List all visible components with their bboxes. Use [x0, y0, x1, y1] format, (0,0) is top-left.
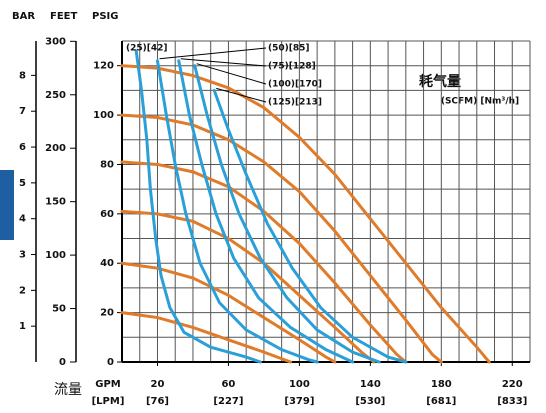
feet-tick-label: 250 [45, 90, 66, 101]
curve [120, 311, 293, 364]
bar-tick-label: 1 [19, 321, 26, 332]
psig-axis-title: PSIG [92, 11, 118, 22]
leader-line [196, 63, 267, 85]
x-tick-label: 180 [431, 379, 452, 390]
curve [120, 113, 443, 364]
x2-tick-label: [833] [497, 396, 527, 407]
curve [193, 64, 381, 364]
curve-label: (100)[170] [268, 80, 322, 90]
feet-tick-label: 300 [45, 36, 66, 47]
leader-line [159, 47, 267, 60]
leader-line [216, 87, 267, 103]
y-tick-label: 80 [100, 159, 114, 170]
x-axis-title: GPM [95, 379, 121, 390]
bar-tick-label: 4 [19, 214, 26, 225]
x2-tick-label: [227] [213, 396, 243, 407]
x2-tick-label: [681] [426, 396, 456, 407]
y-tick-label: 20 [100, 308, 114, 319]
legend-subtitle: (SCFM) [Nm³/h] [441, 97, 519, 107]
curve-label: (50)[85] [268, 44, 310, 54]
y-tick-label: 120 [93, 61, 114, 72]
leader-line [180, 58, 267, 67]
feet-tick-label: 200 [45, 143, 66, 154]
x-tick-label: 140 [360, 379, 381, 390]
bar-axis-title: BAR [12, 11, 35, 22]
curve-label: (125)[213] [268, 98, 322, 108]
y-tick-label: 0 [107, 357, 114, 368]
x2-axis-title: [LPM] [92, 396, 125, 407]
curve [155, 59, 319, 364]
curve [177, 59, 355, 364]
x-tick-label: 220 [502, 379, 523, 390]
curve [120, 64, 491, 364]
y-tick-label: 40 [100, 258, 114, 269]
x2-tick-label: [379] [284, 396, 314, 407]
x2-tick-label: [530] [355, 396, 385, 407]
feet-tick-label: 150 [45, 197, 66, 208]
feet-axis-title: FEET [50, 11, 77, 22]
decor-edge [0, 170, 14, 240]
curve-label: (75)[128] [268, 62, 316, 72]
feet-tick-label: 50 [52, 304, 66, 315]
bar-tick-label: 3 [19, 250, 26, 261]
x-side-label: 流量 [54, 382, 82, 398]
curve-label: (25)[42] [126, 44, 168, 54]
curve [120, 261, 337, 364]
legend-title: 耗气量 [419, 73, 461, 90]
feet-tick-label: 0 [59, 357, 66, 368]
bar-tick-label: 6 [19, 142, 26, 153]
curve [134, 49, 262, 364]
y-tick-label: 100 [93, 110, 114, 121]
y-tick-label: 60 [100, 209, 114, 220]
bar-tick-label: 5 [19, 178, 26, 189]
bar-tick-label: 2 [19, 285, 26, 296]
curve [212, 88, 408, 364]
x-tick-label: 100 [289, 379, 310, 390]
x-tick-label: 20 [151, 379, 165, 390]
bar-tick-label: 7 [19, 106, 26, 117]
x2-tick-label: [76] [146, 396, 169, 407]
x-tick-label: 60 [221, 379, 235, 390]
feet-tick-label: 100 [45, 250, 66, 261]
bar-tick-label: 8 [19, 70, 26, 81]
